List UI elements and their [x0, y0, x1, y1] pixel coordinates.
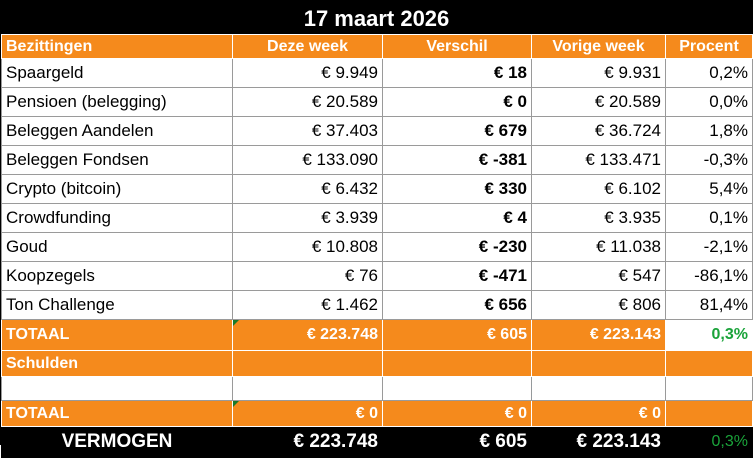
- this-week-cell[interactable]: € 10.808: [232, 232, 383, 262]
- table-row: Pensioen (belegging) € 20.589 € 0 € 20.589 0…: [1, 87, 753, 117]
- header-last-week[interactable]: Vorige week: [531, 34, 666, 59]
- debts-empty-cell[interactable]: [232, 350, 383, 377]
- header-percent[interactable]: Procent: [665, 34, 753, 59]
- asset-name-cell[interactable]: Ton Challenge: [1, 290, 233, 320]
- last-week-cell[interactable]: € 36.724: [531, 116, 666, 146]
- last-week-cell[interactable]: € 6.102: [531, 174, 666, 204]
- difference-cell[interactable]: € 18: [382, 58, 532, 88]
- last-week-cell[interactable]: € 547: [531, 261, 666, 291]
- asset-name-cell[interactable]: Crypto (bitcoin): [1, 174, 233, 204]
- debts-empty-cell[interactable]: [665, 350, 753, 377]
- net-worth-last-week[interactable]: € 223.143: [531, 426, 666, 458]
- net-worth-this-week[interactable]: € 223.748: [232, 426, 383, 458]
- this-week-cell[interactable]: € 20.589: [232, 87, 383, 117]
- asset-table: Bezittingen Deze week Verschil Vorige we…: [1, 34, 753, 458]
- empty-cell[interactable]: [1, 376, 233, 401]
- percent-cell[interactable]: -2,1%: [665, 232, 753, 262]
- this-week-cell[interactable]: € 133.090: [232, 145, 383, 175]
- difference-cell[interactable]: € 0: [382, 87, 532, 117]
- total-debts-percent[interactable]: [665, 400, 753, 427]
- table-row: Goud € 10.808 € -230 € 11.038 -2,1%: [1, 232, 753, 262]
- asset-name-cell[interactable]: Pensioen (belegging): [1, 87, 233, 117]
- total-debts-last-week[interactable]: € 0: [531, 400, 666, 427]
- asset-name-cell[interactable]: Beleggen Aandelen: [1, 116, 233, 146]
- empty-cell[interactable]: [665, 376, 753, 401]
- total-assets-this-week[interactable]: € 223.748: [232, 319, 383, 351]
- asset-name-cell[interactable]: Goud: [1, 232, 233, 262]
- header-difference[interactable]: Verschil: [382, 34, 532, 59]
- table-row: Crowdfunding € 3.939 € 4 € 3.935 0,1%: [1, 203, 753, 233]
- this-week-cell[interactable]: € 37.403: [232, 116, 383, 146]
- percent-cell[interactable]: 0,1%: [665, 203, 753, 233]
- last-week-cell[interactable]: € 806: [531, 290, 666, 320]
- net-worth-percent[interactable]: 0,3%: [665, 426, 753, 458]
- percent-cell[interactable]: 0,0%: [665, 87, 753, 117]
- last-week-cell[interactable]: € 133.471: [531, 145, 666, 175]
- percent-cell[interactable]: -0,3%: [665, 145, 753, 175]
- percent-cell[interactable]: 81,4%: [665, 290, 753, 320]
- last-week-cell[interactable]: € 11.038: [531, 232, 666, 262]
- total-assets-row: TOTAAL € 223.748 € 605 € 223.143 0,3%: [1, 319, 753, 351]
- total-assets-difference[interactable]: € 605: [382, 319, 532, 351]
- difference-cell[interactable]: € -381: [382, 145, 532, 175]
- difference-cell[interactable]: € 656: [382, 290, 532, 320]
- table-row: Koopzegels € 76 € -471 € 547 -86,1%: [1, 261, 753, 291]
- this-week-cell[interactable]: € 9.949: [232, 58, 383, 88]
- percent-cell[interactable]: 1,8%: [665, 116, 753, 146]
- total-debts-label[interactable]: TOTAAL: [1, 400, 233, 427]
- total-assets-last-week[interactable]: € 223.143: [531, 319, 666, 351]
- asset-name-cell[interactable]: Beleggen Fondsen: [1, 145, 233, 175]
- difference-cell[interactable]: € 330: [382, 174, 532, 204]
- empty-cell[interactable]: [382, 376, 532, 401]
- total-debts-difference[interactable]: € 0: [382, 400, 532, 427]
- total-assets-percent[interactable]: 0,3%: [665, 319, 753, 351]
- last-week-cell[interactable]: € 9.931: [531, 58, 666, 88]
- asset-name-cell[interactable]: Crowdfunding: [1, 203, 233, 233]
- comment-marker-icon: [233, 320, 239, 326]
- net-worth-difference[interactable]: € 605: [382, 426, 532, 458]
- percent-cell[interactable]: -86,1%: [665, 261, 753, 291]
- debts-empty-cell[interactable]: [531, 350, 666, 377]
- this-week-cell[interactable]: € 6.432: [232, 174, 383, 204]
- empty-cell[interactable]: [232, 376, 383, 401]
- table-row: Beleggen Aandelen € 37.403 € 679 € 36.724 1,…: [1, 116, 753, 146]
- this-week-cell[interactable]: € 3.939: [232, 203, 383, 233]
- percent-cell[interactable]: 0,2%: [665, 58, 753, 88]
- percent-cell[interactable]: 5,4%: [665, 174, 753, 204]
- last-week-cell[interactable]: € 3.935: [531, 203, 666, 233]
- asset-name-cell[interactable]: Koopzegels: [1, 261, 233, 291]
- empty-row: [1, 376, 753, 401]
- asset-name-cell[interactable]: Spaargeld: [1, 58, 233, 88]
- table-row: Spaargeld € 9.949 € 18 € 9.931 0,2%: [1, 58, 753, 88]
- last-week-cell[interactable]: € 20.589: [531, 87, 666, 117]
- difference-cell[interactable]: € 679: [382, 116, 532, 146]
- table-row: Crypto (bitcoin) € 6.432 € 330 € 6.102 5,4%: [1, 174, 753, 204]
- table-row: Ton Challenge € 1.462 € 656 € 806 81,4%: [1, 290, 753, 320]
- debts-label[interactable]: Schulden: [1, 350, 233, 377]
- sheet-title[interactable]: 17 maart 2026: [1, 1, 752, 34]
- difference-cell[interactable]: € -471: [382, 261, 532, 291]
- empty-cell[interactable]: [531, 376, 666, 401]
- header-assets[interactable]: Bezittingen: [1, 34, 233, 59]
- net-worth-row: VERMOGEN € 223.748 € 605 € 223.143 0,3%: [1, 426, 753, 458]
- comment-marker-icon: [233, 401, 239, 407]
- total-debts-row: TOTAAL € 0 € 0 € 0: [1, 400, 753, 427]
- header-this-week[interactable]: Deze week: [232, 34, 383, 59]
- this-week-cell[interactable]: € 1.462: [232, 290, 383, 320]
- debts-header-row: Schulden: [1, 350, 753, 377]
- total-assets-label[interactable]: TOTAAL: [1, 319, 233, 351]
- net-worth-label[interactable]: VERMOGEN: [1, 426, 233, 458]
- difference-cell[interactable]: € 4: [382, 203, 532, 233]
- this-week-cell[interactable]: € 76: [232, 261, 383, 291]
- difference-cell[interactable]: € -230: [382, 232, 532, 262]
- header-row: Bezittingen Deze week Verschil Vorige we…: [1, 34, 753, 59]
- table-row: Beleggen Fondsen € 133.090 € -381 € 133.471…: [1, 145, 753, 175]
- debts-empty-cell[interactable]: [382, 350, 532, 377]
- total-debts-this-week[interactable]: € 0: [232, 400, 383, 427]
